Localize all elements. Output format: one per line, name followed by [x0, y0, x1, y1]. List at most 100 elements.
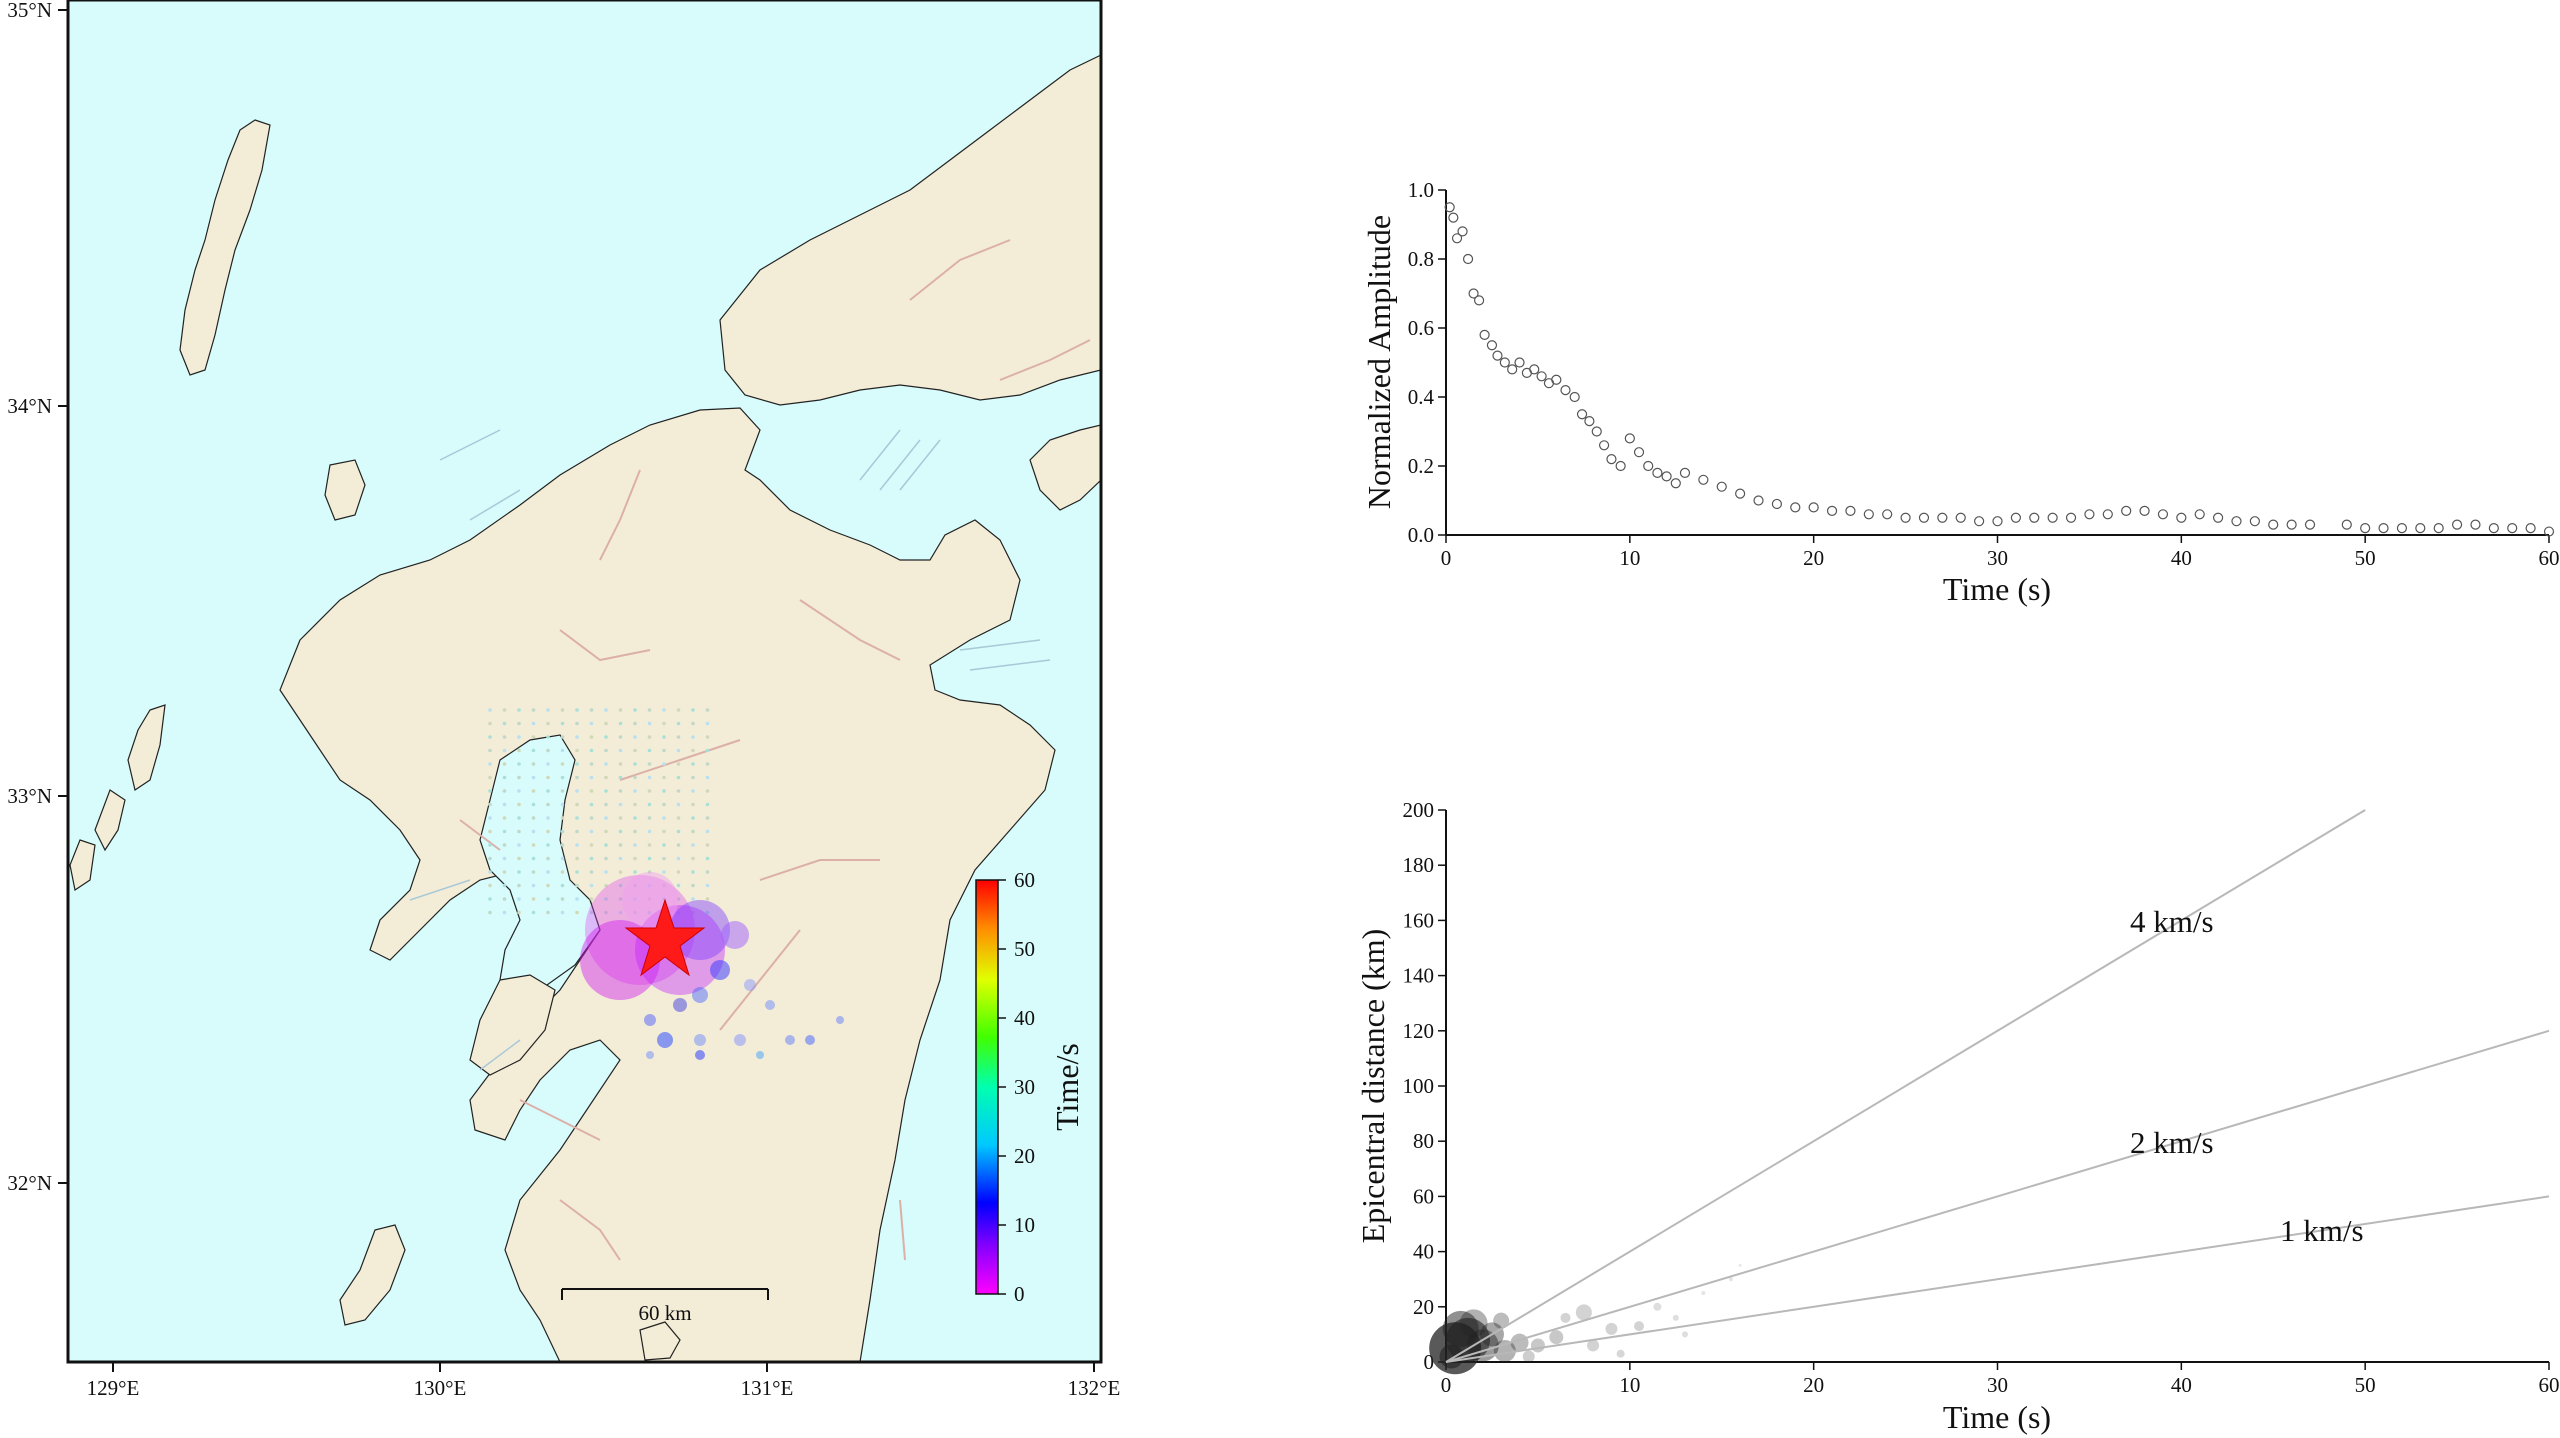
dist-y-tick-label: 180 [1403, 853, 1435, 877]
amp-point [1771, 498, 1783, 510]
dist-data-point [1616, 1349, 1625, 1358]
station-dot [662, 735, 666, 739]
amp-point [1643, 460, 1654, 472]
amp-x-tick-label: 0 [1441, 546, 1452, 570]
map-y-tick-2: 33°N [7, 784, 52, 808]
station-dot [531, 856, 536, 861]
amp-point [1486, 340, 1498, 351]
arrival-bubble [694, 1034, 706, 1046]
station-dot [546, 748, 550, 753]
amp-point [2231, 516, 2242, 527]
station-dot [589, 802, 594, 807]
amp-point [2249, 516, 2260, 527]
amp-point [2415, 522, 2426, 534]
station-dot [560, 775, 565, 780]
station-dot [517, 829, 521, 834]
station-dot [589, 870, 594, 874]
amp-point [2451, 519, 2463, 530]
amp-point [1633, 447, 1645, 458]
station-dot [618, 789, 623, 793]
station-dot [546, 816, 550, 820]
station-dot [517, 708, 521, 712]
station-dot [502, 721, 507, 726]
station-dot [647, 748, 652, 753]
station-dot [488, 789, 492, 793]
station-dot [662, 775, 666, 780]
amp-point [1507, 364, 1518, 375]
amp-point [2304, 519, 2316, 530]
station-dot [691, 870, 695, 874]
amp-y-tick-label: 0.0 [1408, 523, 1434, 547]
station-dot [575, 910, 579, 915]
amp-point [1444, 202, 1455, 213]
station-dot [560, 762, 565, 766]
station-dot [676, 856, 681, 861]
station-dot [633, 897, 637, 901]
dist-data-point [1549, 1330, 1564, 1345]
colorbar-tick-label: 0 [1014, 1282, 1025, 1306]
dist-data-point [1575, 1304, 1592, 1321]
station-dot [647, 870, 652, 874]
arrival-bubble [695, 1050, 705, 1060]
station-dot [633, 816, 637, 820]
station-dot [647, 708, 652, 712]
station-dot [560, 708, 565, 712]
station-dot [604, 802, 608, 807]
station-dot [546, 721, 550, 726]
station-dot [546, 856, 550, 861]
amp-point [1845, 505, 1856, 516]
station-dot [618, 856, 623, 861]
amp-point [2268, 519, 2279, 530]
station-dot [705, 829, 710, 834]
station-dot [575, 897, 579, 901]
colorbar-tick-label: 20 [1014, 1144, 1035, 1168]
arrival-bubble [785, 1035, 795, 1045]
station-dot [546, 735, 550, 739]
station-dot [705, 883, 710, 888]
station-dot [502, 708, 507, 712]
dist-data-point [1701, 1291, 1706, 1295]
amp-point [2470, 519, 2481, 530]
station-dot [604, 708, 608, 712]
station-dot [502, 910, 507, 915]
station-dot [589, 721, 594, 726]
amp-point [2507, 522, 2518, 534]
amp-point [1479, 329, 1490, 340]
station-dot [502, 802, 507, 807]
station-dot [531, 883, 536, 888]
arrival-bubble [805, 1035, 815, 1045]
station-dot [488, 802, 492, 807]
dist-xlabel: Time (s) [1943, 1399, 2051, 1435]
map-x-tick-4: 132°E [1068, 1376, 1121, 1400]
amp-point [2341, 519, 2352, 530]
station-dot [488, 829, 492, 834]
station-dot [488, 870, 492, 874]
velocity-line [1445, 1029, 2550, 1363]
amp-point [1499, 357, 1510, 368]
station-dot [531, 870, 536, 874]
station-dot [517, 910, 521, 915]
station-dot [575, 789, 579, 793]
station-dot [633, 708, 637, 712]
amp-point [1652, 467, 1663, 478]
station-dot [633, 775, 637, 780]
dist-x-tick-label: 10 [1619, 1373, 1640, 1397]
station-dot [589, 775, 594, 780]
station-dot [488, 897, 492, 901]
colorbar-tick-label: 10 [1014, 1213, 1035, 1237]
station-dot [546, 789, 550, 793]
station-dot [517, 856, 521, 861]
tsushima-island [179, 119, 271, 376]
station-dot [488, 843, 492, 847]
station-dot [488, 910, 492, 915]
colorbar-ticks: 0 10 20 30 40 50 60 [998, 868, 1035, 1306]
station-dot [618, 829, 623, 834]
station-dot [517, 748, 521, 753]
amp-point [2102, 509, 2113, 520]
station-dot [618, 897, 623, 901]
station-dot [517, 775, 521, 780]
station-dot [604, 883, 608, 888]
colorbar-tick-label: 40 [1014, 1006, 1035, 1030]
amp-point [2543, 526, 2555, 537]
station-dot [691, 748, 695, 753]
